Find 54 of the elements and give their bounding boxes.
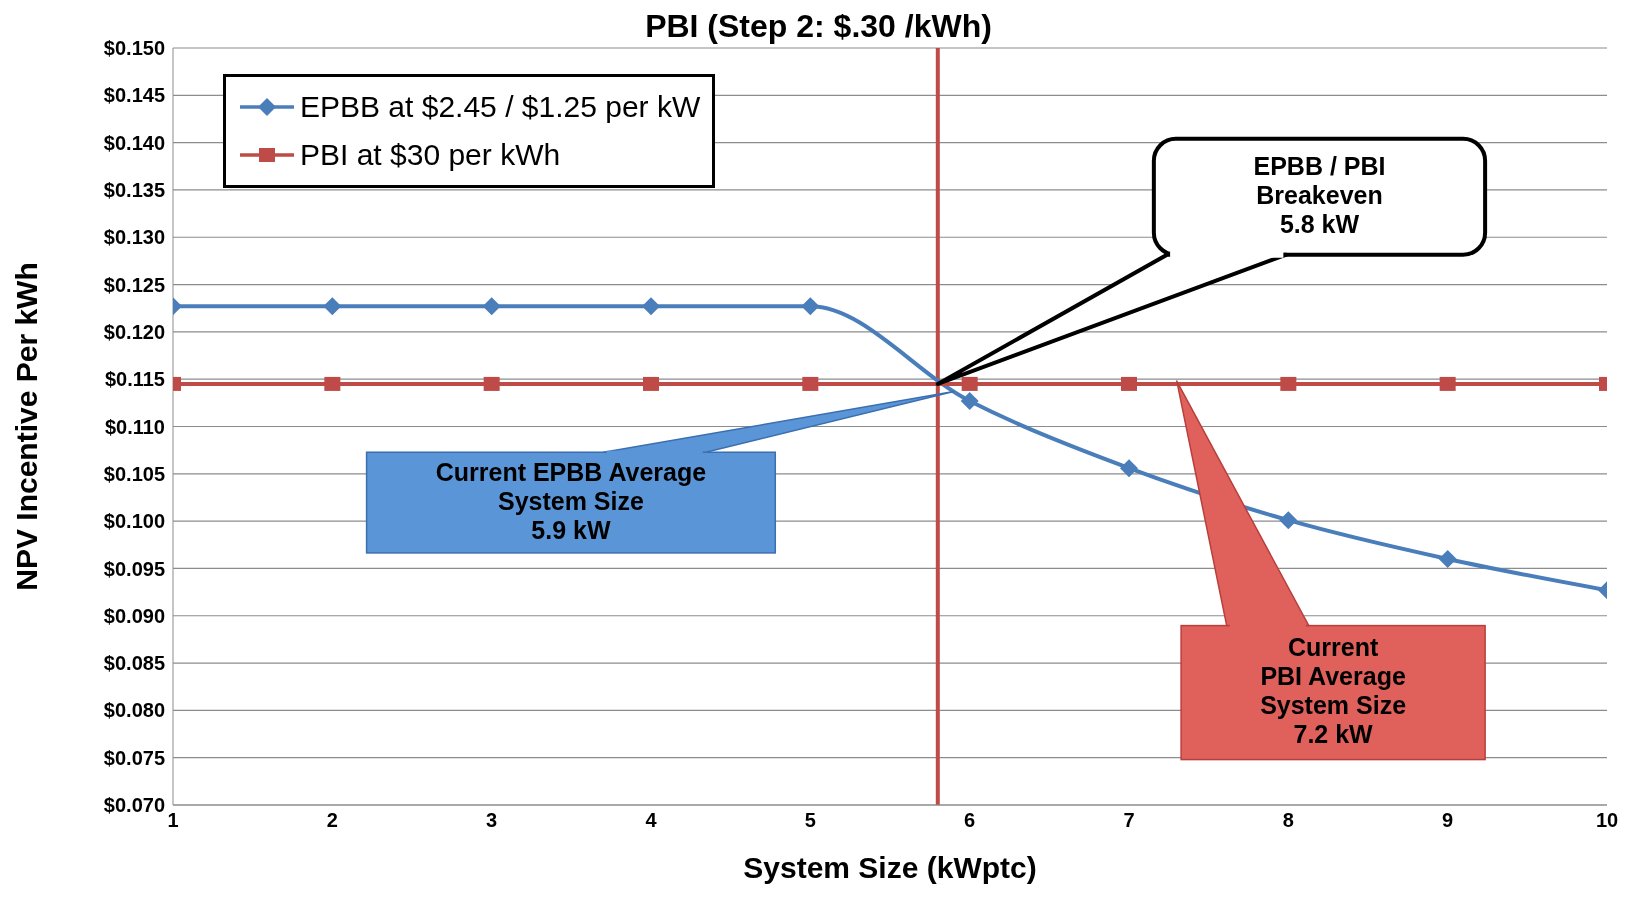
x-axis-title: System Size (kWptc) xyxy=(743,851,1037,884)
point xyxy=(483,376,500,391)
x-tick-label: 3 xyxy=(486,809,498,832)
annotation: EPBB / PBI Breakeven 5.8 kW xyxy=(1253,151,1386,238)
point xyxy=(642,297,660,316)
point xyxy=(1280,376,1297,391)
annotation: Current EPBB Average System Size 5.9 kW xyxy=(435,457,707,544)
x-tick-label: 2 xyxy=(326,809,338,832)
y-tick-label: $0.100 xyxy=(103,510,165,533)
callout: Current PBI Average System Size 7.2 kW xyxy=(1176,380,1486,761)
point xyxy=(801,297,820,316)
y-tick-label: $0.115 xyxy=(104,368,165,391)
y-tick-label: $0.150 xyxy=(103,37,165,60)
y-tick-label: $0.080 xyxy=(103,699,165,722)
point xyxy=(1439,376,1456,391)
y-tick-label: $0.105 xyxy=(103,462,165,485)
y-tick-label: $0.140 xyxy=(103,131,165,154)
y-tick-label: $0.125 xyxy=(103,273,165,296)
point xyxy=(643,376,659,391)
y-tick-label: $0.120 xyxy=(103,320,165,343)
x-tick-label: 6 xyxy=(964,809,976,832)
y-tick-label: $0.095 xyxy=(103,557,165,580)
point xyxy=(482,297,501,316)
y-tick-label: $0.130 xyxy=(103,226,165,249)
x-tick-label: 5 xyxy=(804,809,816,832)
point xyxy=(1438,549,1457,568)
chart-title: PBI (Step 2: $.30 /kWh) xyxy=(645,8,992,44)
y-tick-label: $0.090 xyxy=(103,604,165,627)
point xyxy=(1120,459,1138,478)
x-tick-label: 9 xyxy=(1442,809,1454,832)
y-tick-label: $0.135 xyxy=(103,179,165,202)
y-tick-label: $0.110 xyxy=(104,415,165,438)
y-tick-label: $0.145 xyxy=(103,84,165,107)
x-tick-label: 1 xyxy=(167,809,179,832)
y-tick-label: $0.075 xyxy=(103,746,165,769)
point xyxy=(960,391,979,410)
x-tick-label: 7 xyxy=(1123,809,1135,832)
y-tick-label: $0.085 xyxy=(103,652,165,675)
point xyxy=(961,376,978,391)
x-tick-label: 4 xyxy=(645,809,658,832)
legend-label: EPBB at $2.45 / $1.25 per kW xyxy=(300,90,701,124)
y-tick-label: $0.070 xyxy=(103,794,165,817)
point xyxy=(1279,511,1298,530)
point xyxy=(802,376,819,391)
point xyxy=(1121,376,1137,391)
x-tick-label: 8 xyxy=(1282,809,1294,832)
point xyxy=(324,376,341,391)
x-tick-label: 10 xyxy=(1595,809,1619,832)
legend-label: PBI at $30 per kWh xyxy=(300,138,561,172)
y-axis-title: NPV Incentive Per kWh xyxy=(9,262,43,591)
callout: EPBB / PBI Breakeven 5.8 kW xyxy=(935,136,1488,386)
annotation: Current PBI Average System Size 7.2 kW xyxy=(1260,632,1407,748)
callout: Current EPBB Average System Size 5.9 kW xyxy=(365,390,955,554)
point xyxy=(323,297,342,316)
